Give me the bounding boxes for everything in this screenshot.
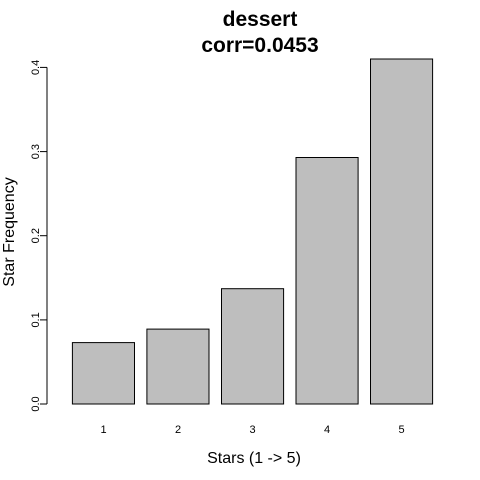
chart-title: dessert	[223, 8, 298, 31]
y-tick-label-0.1: 0.1	[30, 312, 42, 327]
y-tick-label-0.2: 0.2	[30, 228, 42, 243]
x-tick-label-2: 2	[175, 424, 181, 436]
x-axis-label: Stars (1 -> 5)	[207, 450, 301, 467]
y-axis-label: Star Frequency	[1, 177, 18, 286]
x-tick-label-3: 3	[249, 424, 255, 436]
bar-1	[72, 343, 134, 404]
bar-2	[147, 329, 209, 404]
y-axis: 0.0 0.1 0.2 0.3 0.4	[30, 60, 47, 412]
x-tick-label-4: 4	[324, 424, 330, 436]
x-tick-labels: 1 2 3 4 5	[100, 424, 404, 436]
x-tick-label-1: 1	[100, 424, 106, 436]
chart-subtitle: corr=0.0453	[201, 34, 318, 57]
y-tick-label-0.3: 0.3	[30, 144, 42, 159]
bar-5	[371, 59, 433, 404]
x-tick-label-5: 5	[398, 424, 404, 436]
y-tick-label-0.0: 0.0	[30, 396, 42, 411]
y-tick-label-0.4: 0.4	[30, 60, 42, 75]
bars-group	[72, 59, 432, 404]
bar-4	[296, 158, 358, 405]
bar-3	[222, 289, 284, 404]
